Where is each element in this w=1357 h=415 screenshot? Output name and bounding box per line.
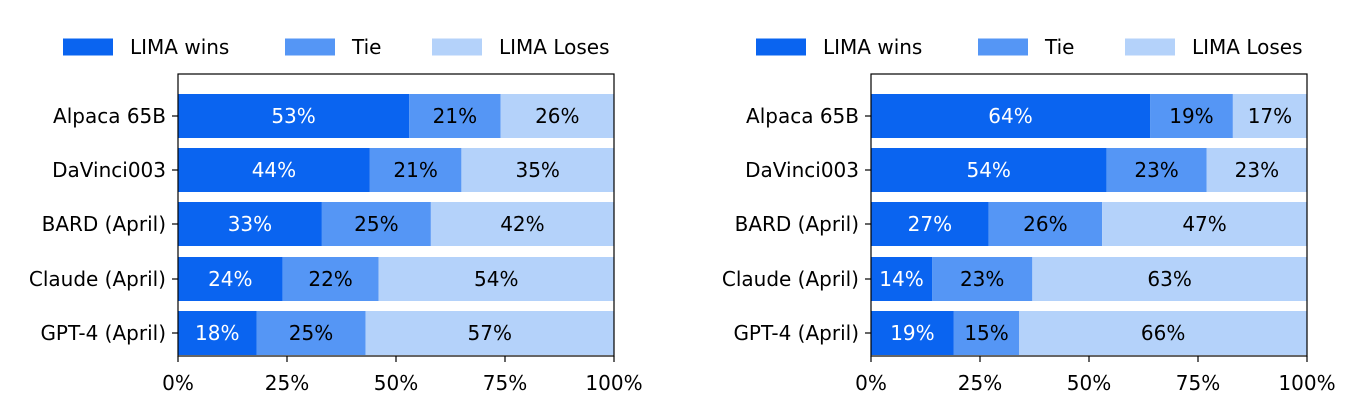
bar-segment-lima-wins — [871, 94, 1151, 138]
bar-segment-lima-loses — [461, 148, 614, 192]
data-label: 19% — [1169, 104, 1213, 128]
data-label: 24% — [208, 267, 252, 291]
category-label: BARD (April) — [42, 212, 166, 236]
data-label: 25% — [354, 212, 398, 236]
data-label: 63% — [1147, 267, 1191, 291]
data-label: 18% — [195, 321, 239, 345]
bar-segment-tie — [369, 148, 462, 192]
x-tick-label: 75% — [1176, 371, 1220, 395]
data-label: 25% — [289, 321, 333, 345]
legend-entry: Tie — [351, 35, 381, 59]
legend-entry: LIMA wins — [130, 35, 229, 59]
data-label: 14% — [879, 267, 923, 291]
bar-segment-lima-loses — [500, 94, 614, 138]
bar-segment-tie — [988, 202, 1103, 246]
category-label: Alpaca 65B — [746, 104, 859, 128]
data-label: 21% — [393, 158, 437, 182]
category-label: BARD (April) — [735, 212, 859, 236]
data-label: 17% — [1248, 104, 1292, 128]
data-label: 47% — [1182, 212, 1226, 236]
data-label: 23% — [1134, 158, 1178, 182]
x-tick-label: 75% — [483, 371, 527, 395]
bar-segment-lima-wins — [871, 311, 954, 355]
bar-segment-lima-loses — [430, 202, 614, 246]
x-tick-label: 25% — [265, 371, 309, 395]
data-label: 57% — [468, 321, 512, 345]
data-label: 54% — [474, 267, 518, 291]
bar-segment-lima-loses — [378, 257, 614, 301]
bar-segment-tie — [932, 257, 1033, 301]
bar-segment-lima-wins — [178, 257, 283, 301]
bar-segment-lima-wins — [871, 257, 933, 301]
bar-segment-lima-loses — [365, 311, 614, 355]
x-tick-label: 100% — [1278, 371, 1335, 395]
category-label: Claude (April) — [722, 267, 859, 291]
bar-segment-lima-wins — [178, 202, 322, 246]
bar-segment-lima-loses — [1019, 311, 1307, 355]
bar-segment-tie — [321, 202, 431, 246]
bar-segment-lima-loses — [1102, 202, 1307, 246]
x-tick-label: 0% — [855, 371, 887, 395]
category-label: GPT-4 (April) — [733, 321, 859, 345]
legend-entry: Tie — [1044, 35, 1074, 59]
bar-segment-lima-loses — [1232, 94, 1307, 138]
data-label: 19% — [890, 321, 934, 345]
data-label: 53% — [271, 104, 315, 128]
data-label: 23% — [960, 267, 1004, 291]
data-label: 42% — [500, 212, 544, 236]
bar-segment-lima-wins — [178, 311, 257, 355]
bar-segment-lima-wins — [871, 148, 1107, 192]
x-tick-label: 0% — [162, 371, 194, 395]
data-label: 22% — [308, 267, 352, 291]
chart-panel-2: 64% 19% 17% Alpaca 65B 54% 23% 23% DaVinci003 27… — [722, 35, 1336, 395]
bar-segment-lima-wins — [178, 148, 370, 192]
category-label: DaVinci003 — [745, 158, 859, 182]
legend-swatch — [63, 38, 113, 56]
data-label: 44% — [252, 158, 296, 182]
bar-segment-tie — [953, 311, 1020, 355]
chart-panel-1: 53% 21% 26% Alpaca 65B 44% 21% 35% DaVinci003 33… — [29, 35, 643, 395]
bar-segment-tie — [282, 257, 379, 301]
data-label: 23% — [1235, 158, 1279, 182]
legend-swatch — [756, 38, 806, 56]
data-label: 66% — [1141, 321, 1185, 345]
legend-swatch — [432, 38, 482, 56]
legend-swatch — [285, 38, 335, 56]
category-label: Claude (April) — [29, 267, 166, 291]
bar-segment-tie — [1150, 94, 1233, 138]
category-label: GPT-4 (April) — [40, 321, 166, 345]
bar-segment-tie — [1106, 148, 1207, 192]
data-label: 54% — [966, 158, 1010, 182]
x-tick-label: 50% — [1067, 371, 1111, 395]
data-label: 33% — [228, 212, 272, 236]
x-tick-label: 25% — [958, 371, 1002, 395]
legend: LIMA wins Tie LIMA Loses — [756, 35, 1303, 59]
data-label: 15% — [964, 321, 1008, 345]
data-label: 64% — [988, 104, 1032, 128]
bar-segment-lima-loses — [1206, 148, 1307, 192]
legend-swatch — [978, 38, 1028, 56]
bar-segment-lima-wins — [871, 202, 989, 246]
legend-entry: LIMA wins — [823, 35, 922, 59]
category-label: Alpaca 65B — [53, 104, 166, 128]
bar-segment-tie — [256, 311, 366, 355]
legend-entry: LIMA Loses — [1192, 35, 1303, 59]
data-label: 21% — [433, 104, 477, 128]
bar-segment-lima-wins — [178, 94, 410, 138]
x-tick-label: 50% — [374, 371, 418, 395]
category-label: DaVinci003 — [52, 158, 166, 182]
data-label: 35% — [515, 158, 559, 182]
x-tick-label: 100% — [585, 371, 642, 395]
legend-swatch — [1125, 38, 1175, 56]
legend-entry: LIMA Loses — [499, 35, 610, 59]
data-label: 27% — [908, 212, 952, 236]
bar-segment-lima-loses — [1032, 257, 1307, 301]
bar-segment-tie — [409, 94, 501, 138]
legend: LIMA wins Tie LIMA Loses — [63, 35, 610, 59]
data-label: 26% — [1023, 212, 1067, 236]
data-label: 26% — [535, 104, 579, 128]
